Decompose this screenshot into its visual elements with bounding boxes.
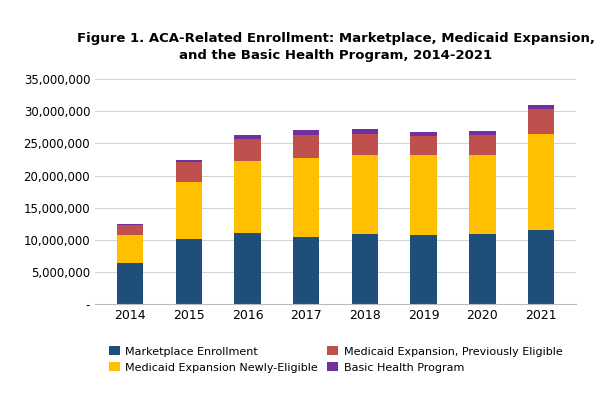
Bar [469, 155, 495, 234]
Bar [528, 230, 554, 304]
Bar [234, 135, 261, 139]
Bar [117, 235, 143, 263]
Bar [293, 237, 320, 304]
Bar [176, 239, 202, 304]
Bar [234, 139, 261, 161]
Bar [234, 161, 261, 232]
Bar [410, 235, 437, 304]
Bar [352, 129, 378, 134]
Bar [117, 263, 143, 304]
Bar [117, 224, 143, 235]
Bar [293, 158, 320, 237]
Bar [293, 130, 320, 135]
Bar [469, 135, 495, 155]
Legend: Marketplace Enrollment, Medicaid Expansion Newly-Eligible, Medicaid Expansion, P: Marketplace Enrollment, Medicaid Expansi… [109, 346, 563, 373]
Bar [176, 162, 202, 181]
Title: Figure 1. ACA-Related Enrollment: Marketplace, Medicaid Expansion,
and the Basic: Figure 1. ACA-Related Enrollment: Market… [77, 32, 594, 62]
Bar [352, 155, 378, 234]
Bar [469, 234, 495, 304]
Bar [410, 132, 437, 136]
Bar [352, 134, 378, 155]
Bar [528, 109, 554, 134]
Bar [528, 134, 554, 230]
Bar [410, 155, 437, 235]
Bar [469, 131, 495, 135]
Bar [528, 105, 554, 109]
Bar [352, 234, 378, 304]
Bar [234, 232, 261, 304]
Bar [176, 181, 202, 239]
Bar [293, 135, 320, 158]
Bar [410, 136, 437, 155]
Bar [176, 160, 202, 162]
